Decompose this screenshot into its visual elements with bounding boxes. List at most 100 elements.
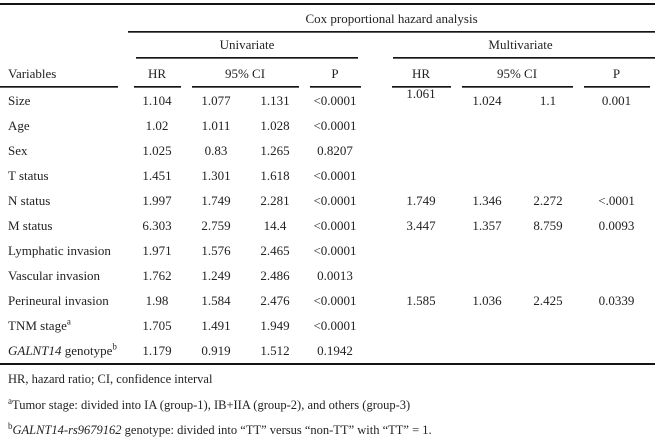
cell-value: 2.281 bbox=[260, 192, 290, 208]
cell-value: 0.8207 bbox=[317, 142, 353, 158]
cell-value: 1.249 bbox=[201, 267, 231, 283]
cell-value: 2.425 bbox=[533, 292, 563, 308]
group-spacer bbox=[366, 33, 386, 59]
cell-value: 1.028 bbox=[260, 117, 290, 133]
cell-uni-p: <0.0001 bbox=[304, 188, 366, 213]
cell-value: 1.971 bbox=[142, 242, 172, 258]
cell-uni-hr: 1.02 bbox=[128, 113, 186, 138]
cell-uni-hr: 1.104 bbox=[128, 88, 186, 113]
column-spacer bbox=[366, 138, 386, 163]
variable-label: Vascular invasion bbox=[0, 263, 128, 288]
footnote-marker: b bbox=[8, 420, 13, 431]
cell-uni-p: <0.0001 bbox=[304, 288, 366, 313]
cell-value: 0.83 bbox=[204, 142, 228, 158]
cell-value: 1.036 bbox=[472, 292, 502, 308]
variable-label: GALNT14 genotypeb bbox=[0, 338, 128, 365]
column-spacer bbox=[366, 213, 386, 238]
cell-value: <0.0001 bbox=[313, 92, 357, 108]
cell-multi-hr: 1.061 bbox=[386, 88, 456, 113]
cell-multi-p: 0.0339 bbox=[578, 288, 655, 313]
cell-multi-hr bbox=[386, 238, 456, 263]
col-header-multi-hr: HR bbox=[386, 59, 456, 88]
variable-text: genotype bbox=[61, 342, 113, 358]
table-row: Perineural invasion 1.98 1.584 2.476 <0.0001… bbox=[0, 288, 655, 313]
cell-uni-hr: 1.762 bbox=[128, 263, 186, 288]
cell-uni-ci-high: 14.4 bbox=[246, 213, 304, 238]
variable-text: Lymphatic invasion bbox=[8, 242, 111, 258]
cell-multi-p bbox=[578, 113, 655, 138]
cell-multi-hr bbox=[386, 313, 456, 338]
column-spacer bbox=[366, 313, 386, 338]
group-header-row: Univariate Multivariate bbox=[0, 33, 655, 59]
col-header-uni-hr: HR bbox=[128, 59, 186, 88]
column-header-spacer bbox=[366, 59, 386, 88]
cell-uni-hr: 1.025 bbox=[128, 138, 186, 163]
cell-multi-ci-low bbox=[456, 263, 518, 288]
cell-value: 2.272 bbox=[533, 192, 563, 208]
cell-value: 1.02 bbox=[145, 117, 169, 133]
cell-multi-p bbox=[578, 313, 655, 338]
table-header: Cox proportional hazard analysis Univari… bbox=[0, 4, 655, 88]
cell-value: <0.0001 bbox=[313, 292, 357, 308]
table-row: Age 1.02 1.011 1.028 <0.0001 bbox=[0, 113, 655, 138]
cell-uni-p: 0.0013 bbox=[304, 263, 366, 288]
cell-value: 1.491 bbox=[201, 317, 231, 333]
cell-multi-ci-low: 1.024 bbox=[456, 88, 518, 113]
cell-multi-hr: 1.585 bbox=[386, 288, 456, 313]
cell-value: 1.346 bbox=[472, 192, 502, 208]
cell-multi-ci-high bbox=[518, 338, 578, 365]
column-spacer bbox=[366, 288, 386, 313]
table-row: T status 1.451 1.301 1.618 <0.0001 bbox=[0, 163, 655, 188]
cell-value: <0.0001 bbox=[313, 217, 357, 233]
cell-value: 1.512 bbox=[260, 342, 290, 358]
variable-label: N status bbox=[0, 188, 128, 213]
cell-value: 1.749 bbox=[201, 192, 231, 208]
variable-label: Perineural invasion bbox=[0, 288, 128, 313]
column-spacer bbox=[366, 88, 386, 113]
group-row-blank bbox=[0, 33, 128, 59]
table-row: TNM stagea 1.705 1.491 1.949 <0.0001 bbox=[0, 313, 655, 338]
cell-value: 1.104 bbox=[142, 92, 172, 108]
table-row: M status 6.303 2.759 14.4 <0.0001 3.447 1.357 8… bbox=[0, 213, 655, 238]
cell-multi-ci-low bbox=[456, 138, 518, 163]
cell-value: 0.1942 bbox=[317, 342, 353, 358]
variable-text: Size bbox=[8, 92, 31, 108]
cell-uni-p: 0.8207 bbox=[304, 138, 366, 163]
cell-value: 1.584 bbox=[201, 292, 231, 308]
column-spacer bbox=[366, 238, 386, 263]
cell-multi-p bbox=[578, 263, 655, 288]
cell-value: 2.759 bbox=[201, 217, 231, 233]
cell-uni-ci-low: 1.576 bbox=[186, 238, 246, 263]
cell-value: <0.0001 bbox=[313, 242, 357, 258]
cell-multi-ci-low bbox=[456, 113, 518, 138]
variable-italic-part: GALNT14 bbox=[8, 342, 62, 358]
table-row: GALNT14 genotypeb 1.179 0.919 1.512 0.1942 bbox=[0, 338, 655, 365]
table-title: Cox proportional hazard analysis bbox=[128, 4, 655, 33]
cell-value: 1.301 bbox=[201, 167, 231, 183]
cell-uni-hr: 1.451 bbox=[128, 163, 186, 188]
variable-superscript: b bbox=[112, 341, 117, 352]
cell-value: 1.949 bbox=[260, 317, 290, 333]
variable-text: N status bbox=[8, 192, 51, 208]
cell-uni-ci-low: 0.83 bbox=[186, 138, 246, 163]
cell-uni-ci-high: 1.949 bbox=[246, 313, 304, 338]
col-header-uni-p: P bbox=[304, 59, 366, 88]
cell-uni-ci-low: 0.919 bbox=[186, 338, 246, 365]
footnote-abbreviations: HR, hazard ratio; CI, confidence interva… bbox=[8, 365, 655, 390]
cell-multi-hr bbox=[386, 113, 456, 138]
cell-value: 1.011 bbox=[201, 117, 231, 133]
cell-multi-ci-low bbox=[456, 313, 518, 338]
table-row: N status 1.997 1.749 2.281 <0.0001 1.749 1.346… bbox=[0, 188, 655, 213]
cell-uni-p: <0.0001 bbox=[304, 238, 366, 263]
cell-value: 1.357 bbox=[472, 217, 502, 233]
variable-text: T status bbox=[8, 167, 49, 183]
variable-text: Vascular invasion bbox=[8, 267, 101, 283]
variable-text: TNM stage bbox=[8, 317, 67, 333]
variable-superscript: a bbox=[66, 316, 71, 327]
cell-multi-ci-high bbox=[518, 313, 578, 338]
cell-value: 1.762 bbox=[142, 267, 172, 283]
title-row-blank bbox=[0, 4, 128, 33]
variable-label: T status bbox=[0, 163, 128, 188]
column-spacer bbox=[366, 188, 386, 213]
